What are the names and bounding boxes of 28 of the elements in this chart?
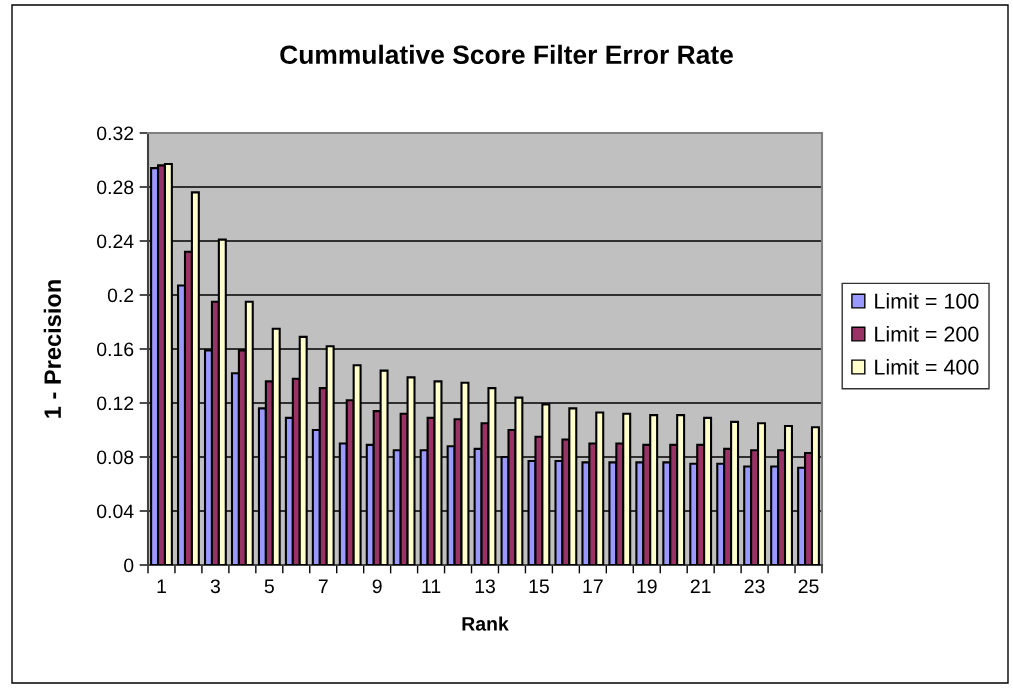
y-tick-label: 0.28 (97, 180, 134, 195)
x-tick-label: 17 (583, 579, 603, 593)
x-tick-label: 1 (157, 579, 166, 593)
x-tick-label: 5 (264, 579, 274, 594)
x-tick-label: 13 (475, 579, 495, 594)
y-tick-label: 0.16 (97, 342, 134, 357)
y-tick-label: 0.12 (97, 396, 134, 411)
legend-label: Limit = 400 (875, 358, 979, 375)
x-tick-label: 9 (372, 579, 382, 594)
y-tick-label: 0.2 (107, 288, 134, 303)
x-tick-label: 15 (529, 579, 549, 594)
x-tick-label: 3 (210, 579, 220, 594)
x-tick-label: 11 (422, 579, 441, 593)
x-axis-title: Rank (462, 616, 509, 631)
x-tick-label: 19 (637, 579, 657, 594)
legend-label: Limit = 200 (875, 326, 979, 342)
x-tick-label: 23 (744, 579, 765, 594)
y-axis-title: 1 - Precision (43, 280, 62, 418)
x-tick-label: 21 (690, 579, 711, 593)
x-tick-label: 25 (798, 579, 819, 594)
y-tick-label: 0.32 (97, 126, 134, 141)
y-tick-label: 0 (124, 558, 134, 573)
chart-title: Cummulative Score Filter Error Rate (280, 44, 733, 65)
y-tick-label: 0.24 (97, 234, 134, 249)
legend-label: Limit = 100 (875, 293, 979, 309)
y-tick-label: 0.04 (97, 504, 134, 519)
x-tick-label: 7 (318, 579, 328, 593)
y-tick-label: 0.08 (97, 450, 134, 465)
